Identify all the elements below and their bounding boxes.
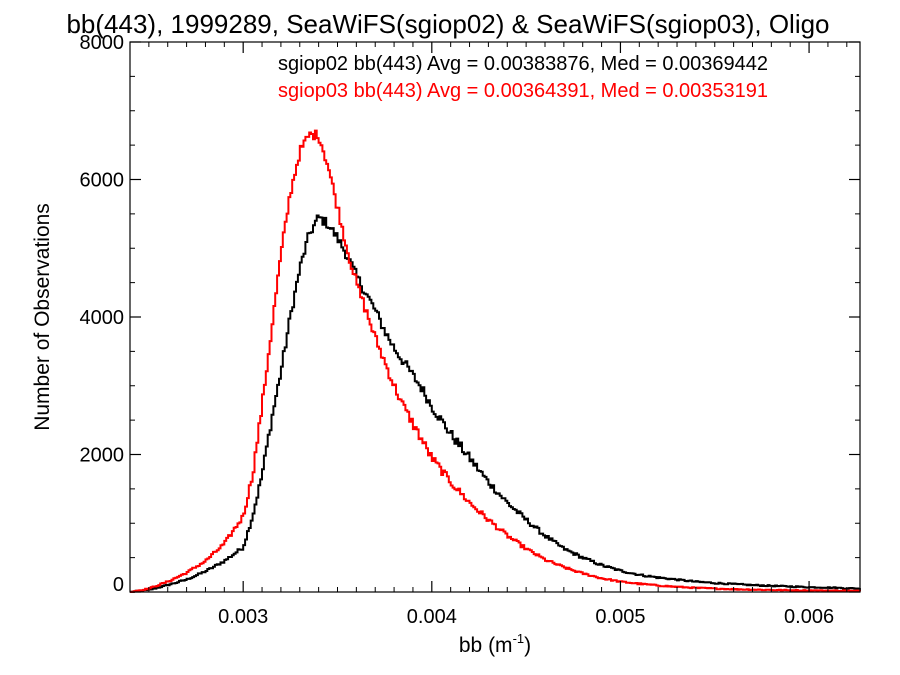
series-line-sgiop02 — [130, 214, 861, 593]
y-tick-label: 0 — [113, 574, 124, 596]
x-axis-label-base: bb (m — [459, 634, 513, 657]
x-axis-label-exponent: -1 — [513, 631, 525, 646]
ticks-layer: 0.003 0.004 0.005 0.006 0 2000 4000 6000 8000 — [80, 32, 860, 628]
legend-entry-sgiop03: sgiop03 bb(443) Avg = 0.00364391, Med = … — [278, 80, 768, 102]
x-tick-label: 0.006 — [784, 606, 834, 628]
y-axis-label: Number of Observations — [31, 203, 54, 431]
x-tick-label: 0.003 — [218, 606, 268, 628]
x-tick-label: 0.004 — [407, 606, 457, 628]
data-layer — [130, 129, 861, 593]
chart-title: bb(443), 1999289, SeaWiFS(sgiop02) & Sea… — [66, 9, 829, 39]
y-tick-label: 6000 — [80, 170, 125, 192]
y-tick-label: 4000 — [80, 307, 125, 329]
plot-frame — [129, 41, 861, 593]
axes-layer — [129, 41, 861, 593]
x-axis-label-close: ) — [524, 634, 531, 657]
series-line-sgiop03 — [130, 129, 861, 593]
y-tick-label: 2000 — [80, 445, 125, 467]
y-tick-label: 8000 — [80, 32, 125, 54]
x-axis-label: bb (m-1) — [459, 631, 531, 657]
legend-entry-sgiop02: sgiop02 bb(443) Avg = 0.00383876, Med = … — [278, 53, 768, 75]
legend: sgiop02 bb(443) Avg = 0.00383876, Med = … — [278, 53, 768, 102]
x-tick-label: 0.005 — [595, 606, 645, 628]
